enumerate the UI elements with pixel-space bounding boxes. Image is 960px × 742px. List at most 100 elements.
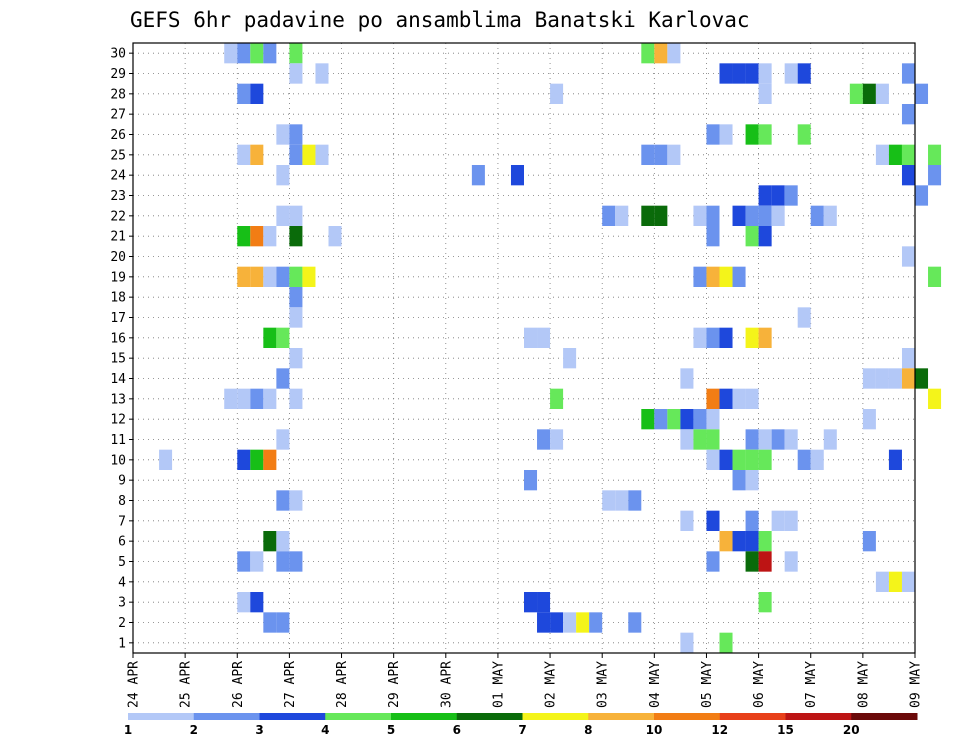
precip-cell [641,43,655,64]
precip-cell [693,205,707,226]
precip-cell [915,368,929,389]
precip-cell [654,144,668,165]
precip-cell [289,551,303,572]
precip-cell [706,510,720,531]
legend-label: 10 [646,723,663,737]
precip-cell [706,551,720,572]
y-tick-label: 14 [110,372,126,387]
y-tick-label: 10 [110,453,126,468]
y-tick-label: 11 [110,433,126,448]
precip-cell [276,551,290,572]
precip-cell [758,226,772,247]
precip-cell [928,388,942,409]
precip-cell [915,83,929,104]
precip-cell [328,226,342,247]
precip-cell [615,490,629,511]
precip-cell [706,429,720,450]
legend-swatch [193,713,260,720]
precip-cell [237,43,251,64]
precip-cell [289,226,303,247]
precip-cell [263,226,277,247]
precip-cell [706,266,720,287]
legend-swatch [654,713,721,720]
precip-cell [797,449,811,470]
precip-cell [810,449,824,470]
precip-cell [784,429,798,450]
legend-swatch [128,713,195,720]
precip-cell [732,205,746,226]
precip-cell [537,592,551,613]
precip-cell [823,429,837,450]
precip-cells [159,43,942,653]
precip-cell [550,388,564,409]
precip-cell [641,409,655,430]
precip-cell [550,612,564,633]
precip-cell [901,144,915,165]
precip-cell [928,266,942,287]
y-tick-label: 3 [118,596,126,611]
precip-cell [719,266,733,287]
precip-cell [250,83,264,104]
y-tick-label: 25 [110,148,126,163]
precip-cell [589,612,603,633]
x-tick-label: 04 MAY [648,661,663,708]
precip-cell [680,510,694,531]
precip-cell [888,368,902,389]
precip-cell [875,83,889,104]
precip-cell [901,165,915,186]
precip-cell [706,205,720,226]
precip-cell [667,409,681,430]
precip-cell [745,205,759,226]
precip-cell [237,388,251,409]
legend-label: 7 [518,723,526,737]
precip-cell [784,63,798,84]
precip-cell [289,144,303,165]
precip-cell [784,185,798,206]
precip-cell [524,470,538,491]
precip-cell [758,205,772,226]
precip-cell [237,226,251,247]
precip-cell [706,327,720,348]
x-tick-label: 07 MAY [804,661,819,708]
precip-cell [237,449,251,470]
precip-cell [289,388,303,409]
precip-cell [250,266,264,287]
precip-cell [628,612,642,633]
precip-cell [641,144,655,165]
precip-cell [901,571,915,592]
precip-cell [901,348,915,369]
precip-cell [758,63,772,84]
precip-cell [875,571,889,592]
legend-swatch [259,713,326,720]
precip-cell [289,205,303,226]
precip-cell [797,307,811,328]
x-axis-ticks: 24 APR 25 APR 26 APR 27 APR 28 APR 29 APR 30 A… [127,653,924,708]
y-tick-label: 4 [118,575,126,590]
x-tick-label: 02 MAY [544,661,559,708]
legend-label: 4 [321,723,329,737]
precip-cell [719,632,733,653]
precip-cell [758,551,772,572]
y-tick-label: 8 [118,494,126,509]
precip-cell [471,165,485,186]
precip-cell [745,429,759,450]
legend-label: 12 [711,723,728,737]
precip-cell [875,144,889,165]
precip-cell [732,266,746,287]
precip-cell [745,327,759,348]
precip-cell [797,63,811,84]
legend-swatch [588,713,655,720]
legend-label: 3 [255,723,263,737]
precip-cell [719,327,733,348]
precip-cell [758,429,772,450]
precip-cell [901,246,915,267]
y-tick-label: 29 [110,67,126,82]
precip-cell [289,307,303,328]
precip-cell [732,449,746,470]
precip-cell [654,409,668,430]
y-tick-label: 15 [110,352,126,367]
precip-cell [758,592,772,613]
precip-cell [745,531,759,552]
precip-cell [289,490,303,511]
precip-cell [159,449,173,470]
